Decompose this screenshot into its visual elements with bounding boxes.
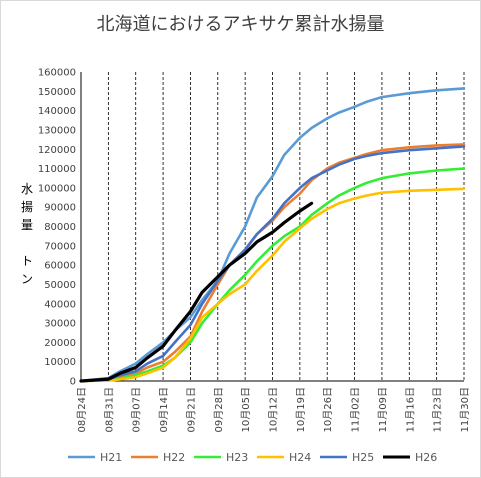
chart-title: 北海道におけるアキサケ累計水揚量 (96, 14, 385, 35)
y-tick-label: 60000 (44, 261, 76, 272)
x-tick-label: 09月07日 (131, 387, 143, 432)
y-axis-label-char: ン (20, 272, 33, 286)
y-tick-label: 160000 (38, 68, 76, 79)
x-tick-label: 10月19日 (295, 387, 307, 432)
y-tick-label: 90000 (44, 203, 76, 214)
series-line-h23 (79, 167, 466, 383)
y-axis-label-char: 水 (20, 182, 33, 196)
x-tick-label: 08月31日 (103, 387, 115, 432)
series-line-h21 (79, 87, 466, 383)
y-tick-label: 100000 (38, 183, 76, 194)
legend-entry: H21 (100, 451, 122, 464)
x-tick-label: 10月26日 (322, 387, 334, 432)
legend-entry: H23 (226, 451, 248, 464)
y-tick-label: 150000 (38, 87, 76, 98)
y-axis-label: 水 揚 量 ト ン (18, 180, 36, 288)
x-tick-label: 10月12日 (268, 387, 280, 432)
x-tick-label: 10月05日 (240, 387, 252, 432)
x-tick-label: 11月16日 (404, 387, 416, 432)
x-tick-label: 11月30日 (459, 387, 471, 432)
y-tick-label: 20000 (44, 338, 76, 349)
y-axis-label-char: 量 (20, 218, 33, 232)
y-tick-label: 110000 (38, 164, 76, 175)
y-tick-label: 130000 (38, 125, 76, 136)
y-tick-label: 40000 (44, 299, 76, 310)
y-tick-label: 120000 (38, 145, 76, 156)
series-line-h24 (79, 187, 466, 383)
y-tick-label: 0 (70, 377, 76, 388)
series-line-h26 (79, 201, 314, 383)
x-tick-label: 09月28日 (213, 387, 225, 432)
y-tick-label: 50000 (44, 280, 76, 291)
y-axis-label-char: ト (20, 254, 33, 268)
y-tick-label: 80000 (44, 222, 76, 233)
legend-entry: H22 (163, 451, 185, 464)
legend-entry: H26 (415, 451, 437, 464)
x-tick-label: 09月21日 (185, 387, 197, 432)
x-tick-label: 09月14日 (158, 387, 170, 432)
x-tick-label: 11月02日 (350, 387, 362, 432)
x-tick-label: 08月24日 (76, 387, 88, 432)
series-line-h25 (79, 145, 466, 383)
y-tick-label: 10000 (44, 357, 76, 368)
y-tick-label: 30000 (44, 319, 76, 330)
legend-entry: H25 (352, 451, 374, 464)
y-tick-label: 140000 (38, 106, 76, 117)
x-tick-label: 11月23日 (432, 387, 444, 432)
y-axis-label-char: 揚 (20, 200, 33, 214)
y-tick-label: 70000 (44, 241, 76, 252)
x-tick-label: 11月09日 (377, 387, 389, 432)
legend-entry: H24 (289, 451, 311, 464)
